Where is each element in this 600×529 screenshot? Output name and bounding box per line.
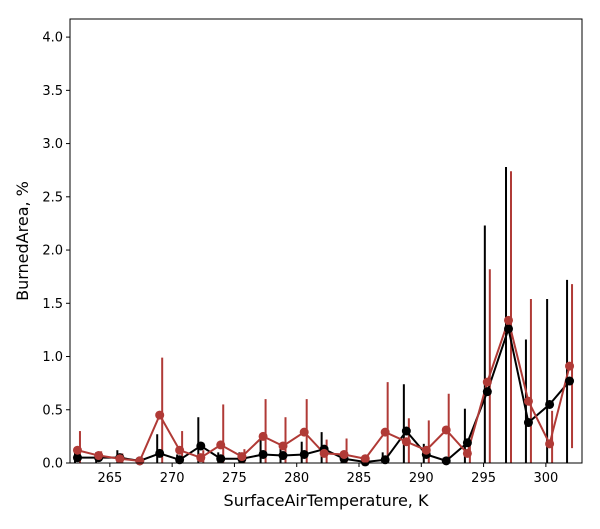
data-point-s0-5 (175, 455, 185, 465)
data-point-s0-11 (299, 449, 309, 459)
x-tick-label-1: 270 (160, 471, 185, 486)
y-tick-label-4: 2.0 (42, 244, 63, 259)
y-tick-label-6: 3.0 (42, 137, 63, 152)
y-tick-label-5: 2.5 (42, 190, 63, 205)
x-tick-label-0: 265 (97, 471, 122, 486)
data-point-s1-15 (380, 427, 390, 437)
x-tick-label-6: 295 (471, 471, 496, 486)
data-point-s0-15 (380, 455, 390, 465)
data-point-s1-7 (216, 440, 226, 450)
data-point-s0-9 (258, 449, 268, 459)
data-point-s1-22 (523, 396, 533, 406)
data-point-s1-5 (175, 445, 185, 455)
data-point-s1-9 (258, 431, 268, 441)
data-point-s0-4 (155, 448, 165, 458)
plot-frame (69, 18, 583, 464)
data-point-s1-21 (504, 315, 514, 325)
x-tick-label-5: 290 (409, 471, 434, 486)
y-tick-label-7: 3.5 (42, 84, 63, 99)
data-point-s0-6 (196, 441, 206, 451)
series-line-1 (77, 316, 571, 462)
data-point-s0-16 (401, 426, 411, 436)
data-point-s1-17 (421, 445, 431, 455)
data-point-s1-3 (135, 456, 145, 466)
data-point-s1-14 (360, 454, 370, 464)
data-point-s0-7 (216, 454, 226, 464)
data-point-s1-1 (94, 451, 104, 461)
y-tick-label-8: 4.0 (42, 31, 63, 46)
data-point-s1-11 (299, 427, 309, 437)
data-point-s0-22 (523, 418, 533, 428)
data-point-s1-4 (155, 410, 165, 420)
data-point-s1-6 (196, 453, 206, 463)
data-point-s0-10 (278, 451, 288, 461)
errorbars-layer (73, 167, 574, 463)
data-point-s0-20 (482, 387, 492, 397)
data-point-s1-24 (565, 361, 575, 371)
data-point-s1-13 (339, 449, 349, 459)
data-point-s0-19 (462, 438, 472, 448)
x-axis-label: SurfaceAirTemperature, K (224, 491, 429, 510)
data-point-s1-12 (319, 448, 329, 458)
axes-layer: 265 270 275 280 285 290 295 300 0.0 0.5 1.0 1.5 2.0 2… (42, 18, 583, 486)
x-tick-label-7: 300 (533, 471, 558, 486)
data-point-s0-18 (441, 456, 451, 466)
y-axis-label: BurnedArea, % (13, 181, 32, 301)
x-tick-label-4: 285 (347, 471, 372, 486)
data-point-s0-23 (545, 399, 555, 409)
y-tick-label-1: 0.5 (42, 403, 63, 418)
data-point-s1-8 (237, 452, 247, 462)
data-point-s0-24 (565, 376, 575, 386)
x-tick-label-2: 275 (222, 471, 247, 486)
data-point-s0-0 (72, 453, 82, 463)
series-line-0 (77, 325, 571, 463)
data-point-s1-23 (545, 439, 555, 449)
points-layer (72, 315, 575, 467)
data-point-s0-21 (504, 324, 514, 334)
data-point-s1-0 (72, 445, 82, 455)
data-point-s1-20 (482, 377, 492, 387)
data-point-s1-18 (441, 425, 451, 435)
data-point-s1-16 (401, 437, 411, 447)
y-tick-label-2: 1.0 (42, 350, 63, 365)
data-point-s1-2 (115, 454, 125, 464)
lines-layer (77, 316, 571, 463)
y-tick-label-3: 1.5 (42, 297, 63, 312)
data-point-s1-10 (278, 441, 288, 451)
data-point-s1-19 (462, 448, 472, 458)
x-tick-label-3: 280 (284, 471, 309, 486)
y-tick-label-0: 0.0 (42, 457, 63, 472)
